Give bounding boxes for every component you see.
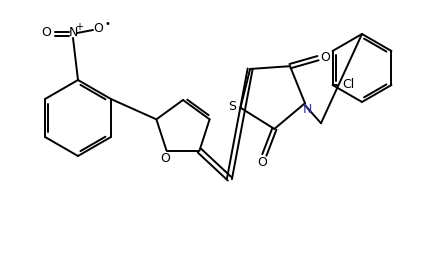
Text: N: N bbox=[69, 25, 78, 38]
Text: +: + bbox=[75, 22, 83, 32]
Text: S: S bbox=[228, 100, 236, 113]
Text: N: N bbox=[302, 103, 312, 116]
Text: O: O bbox=[320, 51, 330, 64]
Text: •: • bbox=[104, 19, 110, 29]
Text: O: O bbox=[258, 156, 267, 170]
Text: O: O bbox=[93, 22, 103, 34]
Text: O: O bbox=[161, 152, 170, 165]
Text: Cl: Cl bbox=[343, 79, 355, 91]
Text: O: O bbox=[41, 26, 51, 40]
